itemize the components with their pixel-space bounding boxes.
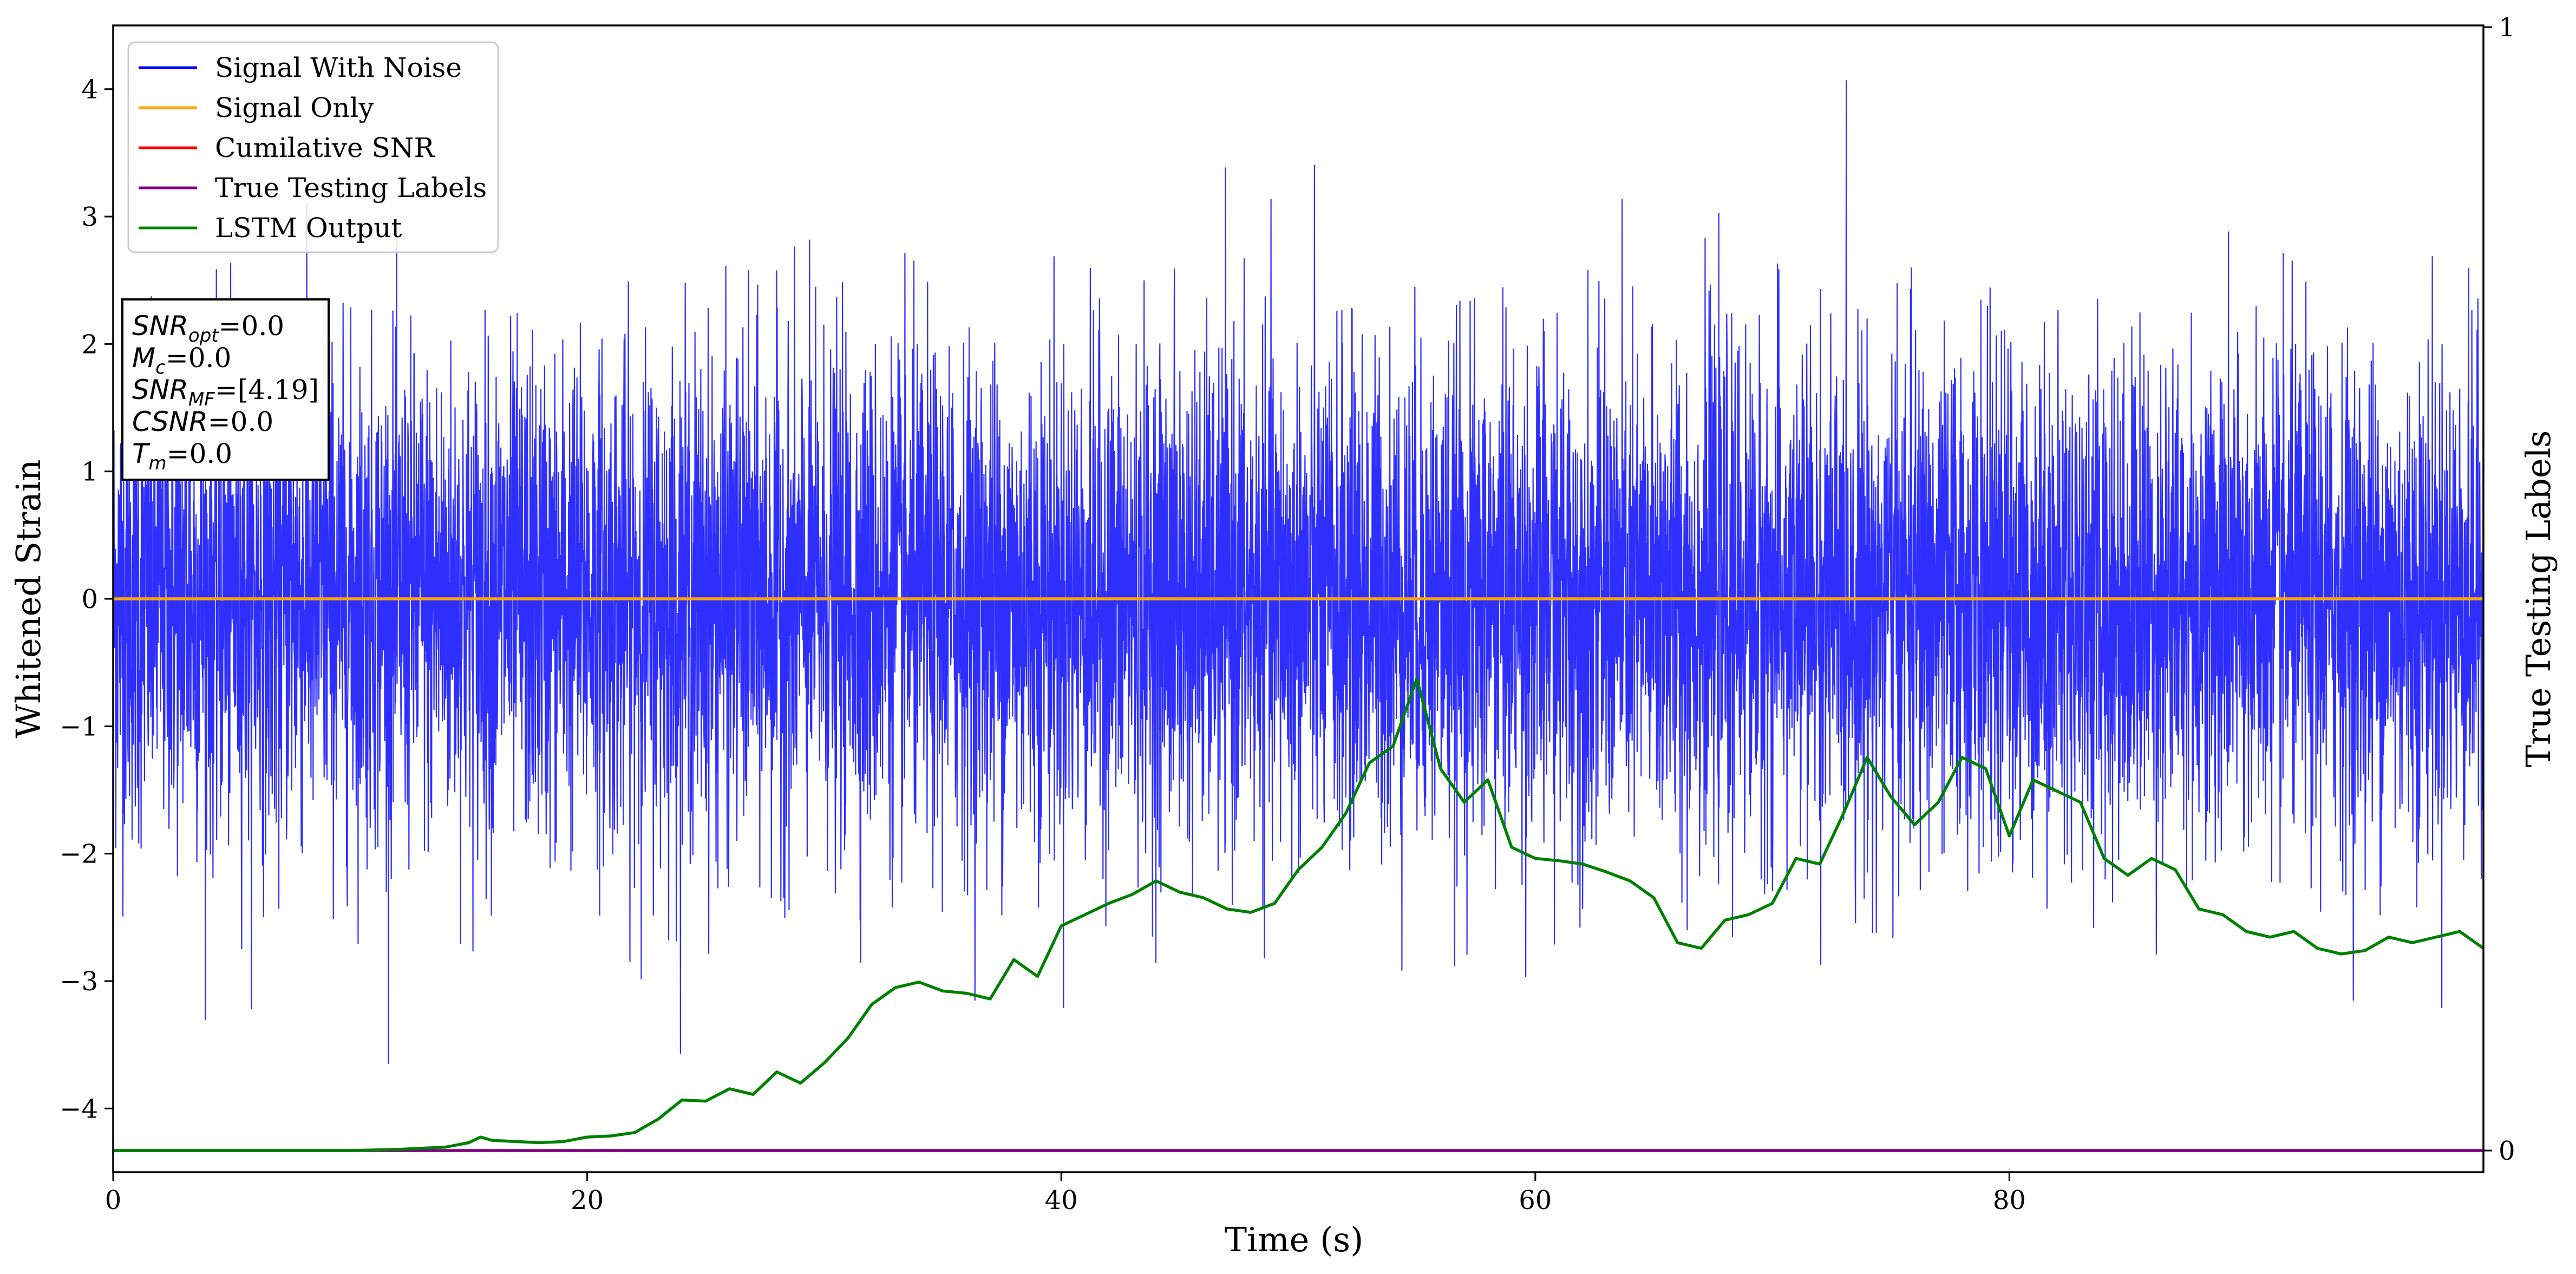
y-tick-label: 0 — [81, 584, 98, 615]
info-line: SNRMF=[4.19] — [132, 374, 319, 410]
info-symbol: M — [132, 342, 155, 374]
legend-label: True Testing Labels — [215, 172, 487, 204]
info-symbol: SNR — [132, 374, 188, 406]
info-subscript: MF — [188, 389, 215, 410]
info-symbol: T — [132, 438, 151, 469]
info-value: =0.0 — [166, 342, 231, 374]
info-value: =0.0 — [208, 406, 273, 437]
legend-label: Signal With Noise — [215, 52, 462, 83]
y-axis-left: 4 3 2 1 0 −1 −2 −3 −4 — [60, 75, 113, 1124]
y-tick-label: 1 — [81, 457, 98, 487]
y-tick-label: 2 — [81, 329, 98, 360]
x-tick-label: 60 — [1519, 1185, 1552, 1216]
plot-area — [113, 80, 2483, 1152]
x-axis-label: Time (s) — [1225, 1220, 1364, 1259]
legend-label: LSTM Output — [215, 212, 402, 244]
y-tick-label: −4 — [60, 1094, 98, 1124]
info-line: CSNR=0.0 — [132, 406, 273, 437]
info-subscript: m — [149, 453, 167, 474]
y2-tick-label: 1 — [2499, 12, 2515, 43]
info-box-frame — [121, 298, 330, 481]
y-axis-right: 10 — [2483, 12, 2515, 1166]
x-tick-label: 0 — [105, 1185, 122, 1216]
x-tick-label: 80 — [1993, 1185, 2026, 1216]
legend: Signal With Noise Signal Only Cumilative S… — [127, 41, 499, 253]
info-line: SNRopt=0.0 — [132, 310, 284, 347]
y-tick-label: 3 — [81, 202, 98, 232]
info-value: =0.0 — [219, 310, 284, 342]
signal-with-noise-layer — [113, 80, 2483, 1064]
legend-label: Cumilative SNR — [215, 132, 435, 164]
info-subscript: opt — [188, 325, 219, 347]
y-tick-label: −1 — [60, 711, 98, 742]
signal-with-noise-line — [113, 80, 2483, 1064]
info-value: =[4.19] — [215, 374, 319, 406]
lines-layer — [113, 597, 2483, 1152]
info-box: SNRopt=0.0Mc=0.0SNRMF=[4.19]CSNR=0.0Tm=0… — [121, 298, 330, 481]
lstm-output-line — [113, 677, 2483, 1152]
legend-label: Signal Only — [215, 92, 374, 123]
legend-box — [127, 41, 499, 253]
x-tick-label: 40 — [1045, 1185, 1078, 1216]
info-line: Tm=0.0 — [132, 438, 232, 474]
y2-tick-label: 0 — [2499, 1136, 2515, 1166]
y-axis-label: Whitened Strain — [9, 460, 48, 739]
y-tick-label: −3 — [60, 966, 98, 997]
y-tick-label: 4 — [81, 75, 98, 105]
x-axis: 0 20 40 60 80 — [105, 1172, 2026, 1216]
x-tick-label: 20 — [571, 1185, 604, 1216]
info-symbol: SNR — [132, 310, 188, 342]
y2-axis-label: True Testing Labels — [2519, 430, 2558, 768]
info-symbol: CSNR — [132, 406, 208, 437]
info-line: Mc=0.0 — [132, 342, 231, 378]
y-tick-label: −2 — [60, 839, 98, 870]
info-value: =0.0 — [167, 438, 232, 469]
info-subscript: c — [155, 357, 166, 378]
